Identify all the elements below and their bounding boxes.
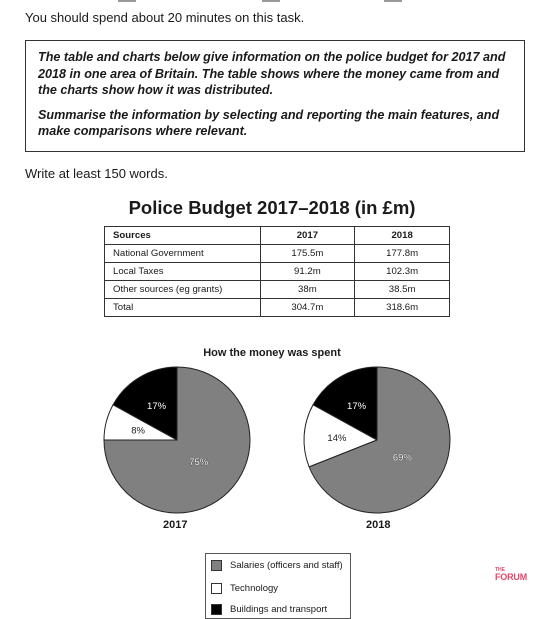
pie-2018-label-technology: 14% xyxy=(327,433,347,444)
legend: Salaries (officers and staff) Technology… xyxy=(205,553,351,619)
table-header-row: Sources 2017 2018 xyxy=(104,226,450,245)
row-source: National Government xyxy=(104,244,261,263)
task-description: The table and charts below give informat… xyxy=(38,50,506,97)
budget-table: Sources 2017 2018 National Government 17… xyxy=(104,226,450,317)
row-2018: 177.8m xyxy=(354,244,450,263)
pie-2017-label-buildings: 17% xyxy=(147,401,167,412)
pie-2017-slice-salaries xyxy=(103,366,251,514)
pie-charts: 17% 8% 75% 17% 14% 69% xyxy=(103,366,451,514)
pie-2018-slice-salaries xyxy=(308,366,451,514)
logo-the: THE xyxy=(495,567,505,573)
legend-item-salaries: Salaries (officers and staff) xyxy=(211,559,343,571)
legend-label-salaries: Salaries (officers and staff) xyxy=(230,559,343,571)
task-box: The table and charts below give informat… xyxy=(25,40,525,152)
header-sources: Sources xyxy=(104,226,261,245)
table-row: Total 304.7m 318.6m xyxy=(104,298,450,317)
legend-swatch-technology xyxy=(211,582,222,594)
legend-item-buildings: Buildings and transport xyxy=(211,603,327,615)
row-source: Total xyxy=(104,298,261,317)
pie-2018-label-buildings: 17% xyxy=(347,401,367,412)
header-2018: 2018 xyxy=(354,226,450,245)
row-source: Local Taxes xyxy=(104,262,261,281)
header-2017: 2017 xyxy=(259,226,356,245)
edge-mark xyxy=(384,0,402,2)
row-2017: 91.2m xyxy=(259,262,356,281)
row-source: Other sources (eg grants) xyxy=(104,280,261,299)
edge-mark xyxy=(118,0,136,2)
pie-2017-label-technology: 8% xyxy=(131,426,145,437)
table-row: Local Taxes 91.2m 102.3m xyxy=(104,262,450,281)
table-row: Other sources (eg grants) 38m 38.5m xyxy=(104,280,450,299)
table-row: National Government 175.5m 177.8m xyxy=(104,244,450,263)
legend-label-buildings: Buildings and transport xyxy=(230,603,328,615)
row-2018: 318.6m xyxy=(354,298,450,317)
pie-2017-label-salaries: 75% xyxy=(189,457,209,468)
legend-label-technology: Technology xyxy=(230,582,279,594)
pies-title: How the money was spent xyxy=(203,347,341,359)
pie-2018-slice-technology xyxy=(303,404,379,468)
edge-mark xyxy=(262,0,280,2)
forum-logo: THE FORUM xyxy=(495,568,527,582)
intro-text: You should spend about 20 minutes on thi… xyxy=(25,10,305,25)
legend-item-technology: Technology xyxy=(211,582,278,594)
pie-2018-label: 2018 xyxy=(366,519,391,531)
word-count-text: Write at least 150 words. xyxy=(25,166,168,181)
legend-swatch-buildings xyxy=(211,603,222,615)
row-2017: 304.7m xyxy=(259,298,356,317)
pie-2018-label-salaries: 69% xyxy=(393,453,413,464)
pie-2017-label: 2017 xyxy=(163,519,188,531)
row-2018: 102.3m xyxy=(354,262,450,281)
row-2017: 38m xyxy=(259,280,356,299)
legend-swatch-salaries xyxy=(211,559,222,571)
pie-2018-slice-buildings xyxy=(312,366,378,441)
table-title: Police Budget 2017–2018 (in £m) xyxy=(128,197,416,218)
pie-2017-slice-buildings xyxy=(112,366,178,441)
logo-forum: FORUM xyxy=(495,572,527,582)
row-2017: 175.5m xyxy=(259,244,356,263)
row-2018: 38.5m xyxy=(354,280,450,299)
task-instruction: Summarise the information by selecting a… xyxy=(38,107,500,139)
